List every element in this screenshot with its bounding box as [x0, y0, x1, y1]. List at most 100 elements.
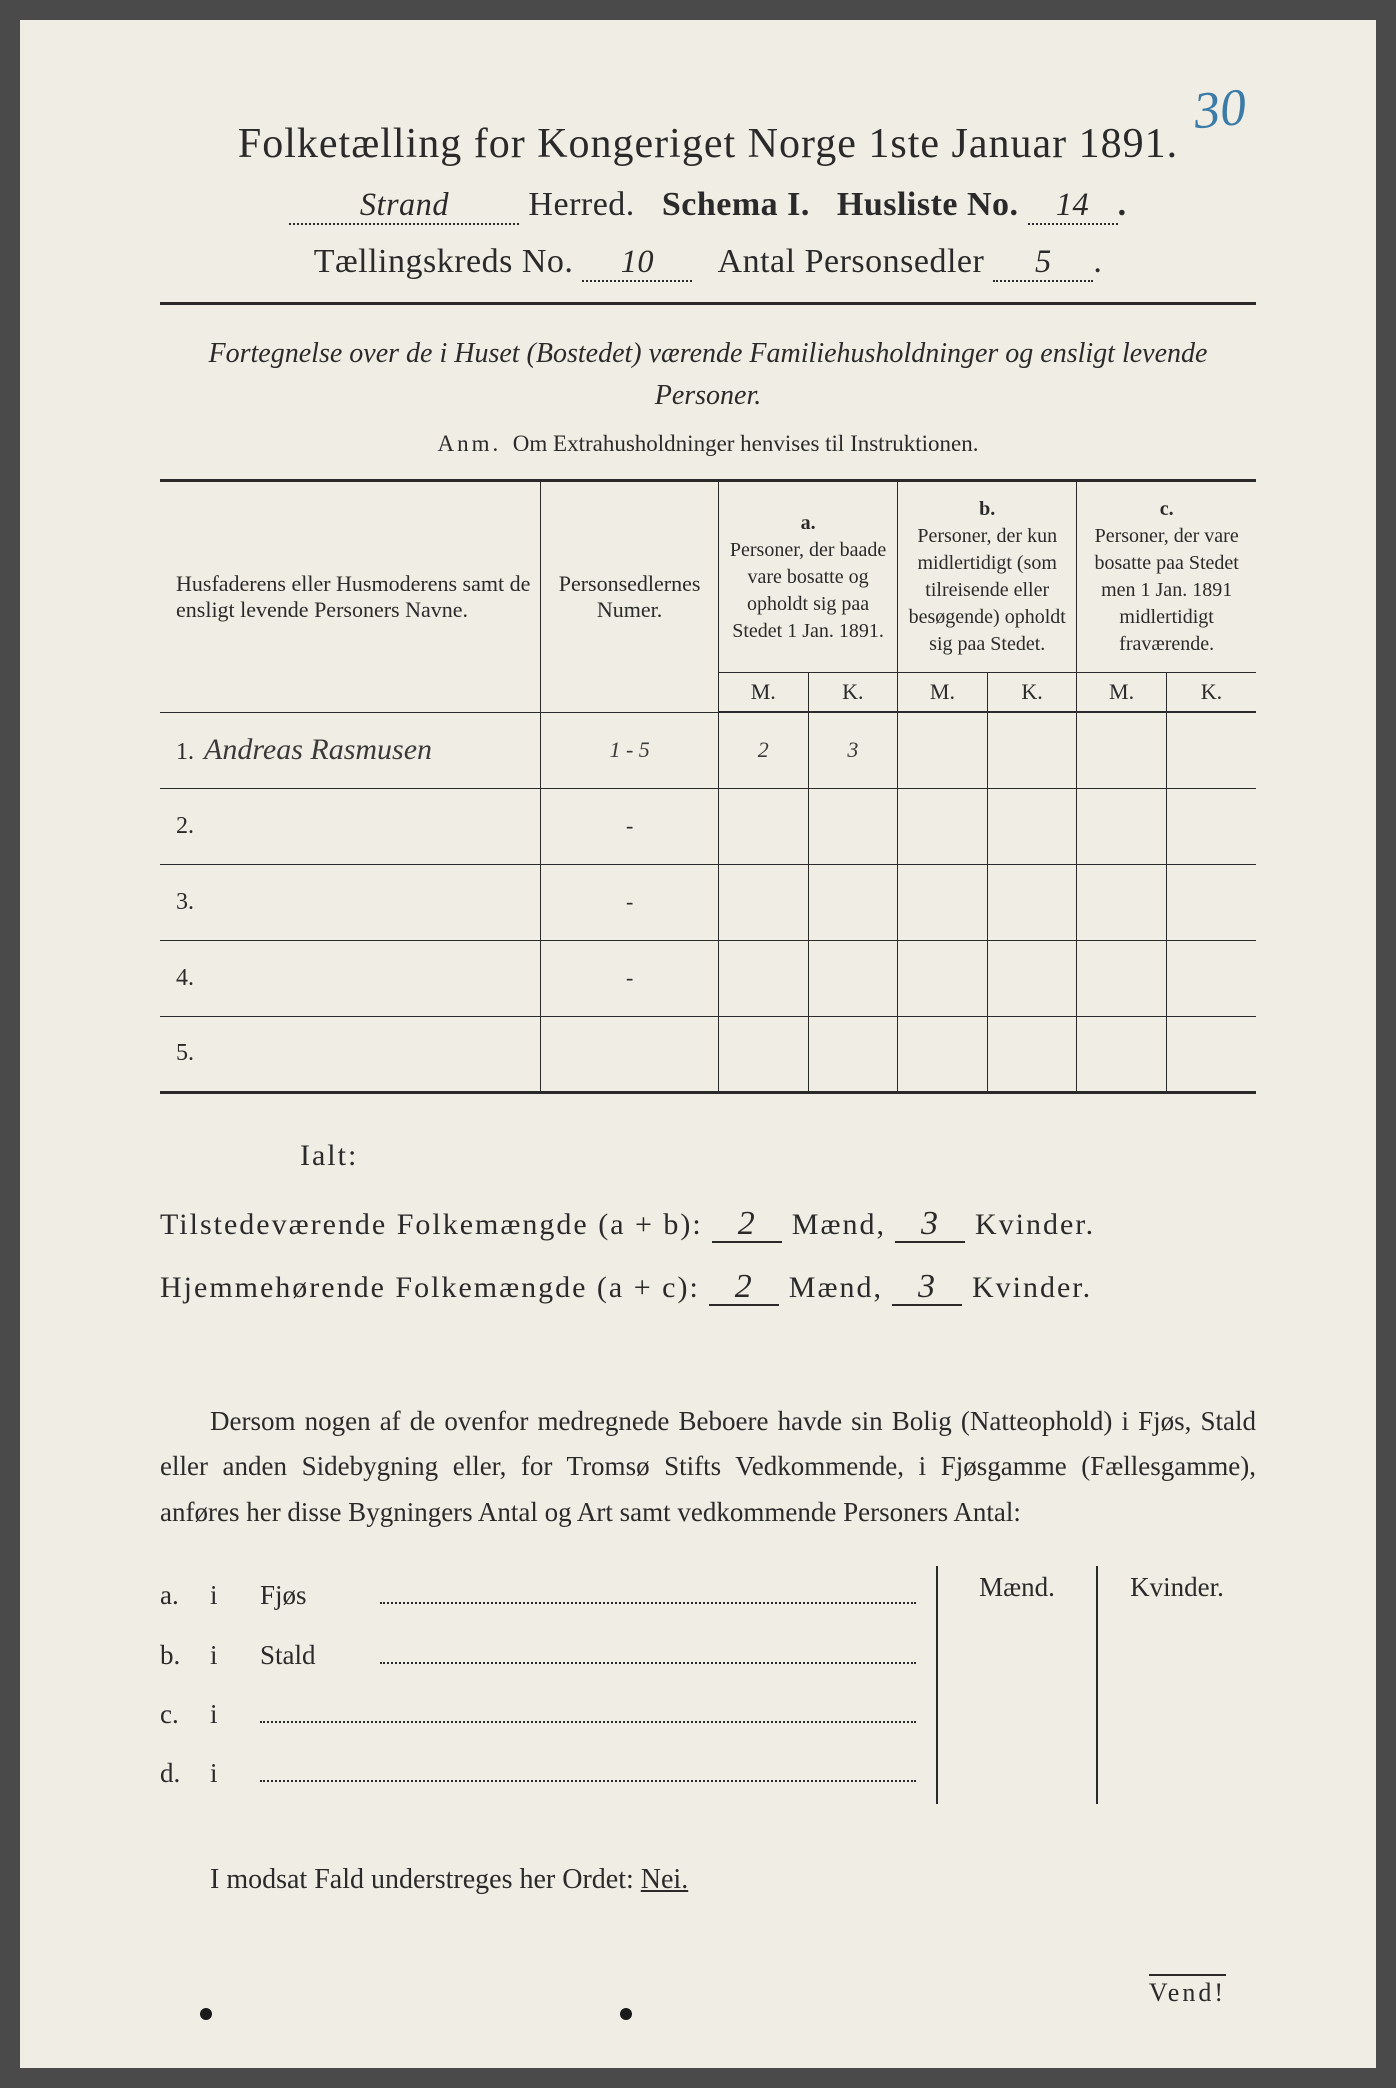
punch-mark-icon [200, 2008, 212, 2020]
building-row: d. i [160, 1744, 916, 1803]
row-letter: a. [160, 1566, 210, 1625]
kreds-line: Tællingskreds No. 10 Antal Personsedler … [160, 243, 1256, 282]
cell-c-m [1077, 864, 1167, 940]
row-personsedler: - [541, 788, 719, 864]
row-personsedler: 1 - 5 [541, 712, 719, 788]
row-num: 2. [176, 813, 204, 839]
building-row: a. i Fjøs [160, 1566, 916, 1625]
maend-label: Mænd, [792, 1208, 886, 1241]
table-body: 1.Andreas Rasmusen 1 - 5 2 3 2. - 3. - [160, 712, 1256, 1092]
cell-a-m [718, 788, 808, 864]
kreds-value: 10 [582, 243, 692, 282]
cell-c-m [1077, 940, 1167, 1016]
cell-b-m [898, 712, 988, 788]
punch-mark-icon [620, 2008, 632, 2020]
cell-c-k [1166, 788, 1256, 864]
census-form-page: 30 Folketælling for Kongeriget Norge 1st… [20, 20, 1376, 2068]
husliste-label: Husliste No. [837, 186, 1019, 223]
kvinder-col-label: Kvinder. [1098, 1566, 1256, 1804]
row-num: 1. [176, 739, 204, 765]
cell-b-k [987, 864, 1077, 940]
divider [160, 302, 1256, 305]
cell-b-k [987, 788, 1077, 864]
cell-a-k [808, 788, 898, 864]
tilstede-k: 3 [895, 1207, 965, 1243]
col-c-k: K. [1166, 673, 1256, 713]
ialt-label: Ialt: [300, 1124, 358, 1187]
cell-c-m [1077, 1016, 1167, 1092]
husliste-value: 14 [1028, 186, 1118, 225]
col-a-m: M. [718, 673, 808, 713]
dotted-line [380, 1602, 916, 1604]
page-number-handwritten: 30 [1192, 78, 1249, 141]
cell-a-m [718, 1016, 808, 1092]
row-i: i [210, 1744, 260, 1803]
row-letter: b. [160, 1626, 210, 1685]
subtitle: Fortegnelse over de i Huset (Bostedet) v… [160, 333, 1256, 417]
cell-b-m [898, 940, 988, 1016]
row-num: 5. [176, 1040, 204, 1066]
row-i: i [210, 1566, 260, 1625]
hjemme-k: 3 [892, 1270, 962, 1306]
herred-label: Herred. [528, 186, 634, 223]
main-title: Folketælling for Kongeriget Norge 1ste J… [160, 120, 1256, 168]
row-name: Andreas Rasmusen [204, 733, 432, 766]
vend-label: Vend! [1149, 1974, 1226, 2008]
nei-word: Nei. [641, 1864, 688, 1895]
kvinder-label: Kvinder. [972, 1271, 1092, 1304]
mk-columns: Mænd. Kvinder. [936, 1566, 1256, 1804]
cell-a-k: 3 [808, 712, 898, 788]
maend-col-label: Mænd. [938, 1566, 1098, 1804]
dotted-line [260, 1780, 916, 1782]
table-row: 1.Andreas Rasmusen 1 - 5 2 3 [160, 712, 1256, 788]
row-num: 4. [176, 965, 204, 991]
nei-line: I modsat Fald understreges her Ordet: Ne… [160, 1864, 1256, 1896]
cell-c-k [1166, 940, 1256, 1016]
cell-a-m: 2 [718, 712, 808, 788]
building-paragraph: Dersom nogen af de ovenfor medregnede Be… [160, 1399, 1256, 1537]
maend-label: Mænd, [789, 1271, 883, 1304]
row-personsedler: - [541, 864, 719, 940]
col-a-k: K. [808, 673, 898, 713]
row-what: Fjøs [260, 1566, 380, 1625]
antal-value: 5 [993, 243, 1093, 282]
building-row: b. i Stald [160, 1626, 916, 1685]
cell-b-m [898, 788, 988, 864]
dotted-line [260, 1721, 916, 1723]
cell-b-k [987, 940, 1077, 1016]
herred-value: Strand [289, 186, 519, 225]
dotted-line [380, 1662, 916, 1664]
row-num: 3. [176, 889, 204, 915]
cell-c-m [1077, 788, 1167, 864]
row-letter: d. [160, 1744, 210, 1803]
col-b-header: b.Personer, der kun midlertidigt (som ti… [898, 481, 1077, 673]
kreds-label: Tællingskreds No. [314, 243, 574, 280]
household-table: Husfaderens eller Husmoderens samt de en… [160, 479, 1256, 1094]
table-row: 3. - [160, 864, 1256, 940]
anm-lead: Anm. [438, 431, 502, 456]
col-a-header: a.Personer, der baade vare bosatte og op… [718, 481, 897, 673]
table-row: 5. [160, 1016, 1256, 1092]
row-personsedler: - [541, 940, 719, 1016]
cell-c-k [1166, 864, 1256, 940]
cell-c-k [1166, 712, 1256, 788]
cell-a-m [718, 940, 808, 1016]
anm-text: Om Extrahusholdninger henvises til Instr… [513, 431, 979, 456]
cell-b-k [987, 1016, 1077, 1092]
anm-line: Anm. Om Extrahusholdninger henvises til … [160, 431, 1256, 457]
row-i: i [210, 1685, 260, 1744]
antal-label: Antal Personsedler [718, 243, 985, 280]
totals-block: Ialt: Tilstedeværende Folkemængde (a + b… [160, 1124, 1256, 1319]
table-row: 2. - [160, 788, 1256, 864]
col-b-m: M. [898, 673, 988, 713]
row-personsedler [541, 1016, 719, 1092]
building-list: a. i Fjøs b. i Stald c. i d. i [160, 1566, 936, 1804]
table-row: 4. - [160, 940, 1256, 1016]
col-c-header: c.Personer, der vare bosatte paa Stedet … [1077, 481, 1256, 673]
herred-line: Strand Herred. Schema I. Husliste No. 14… [160, 186, 1256, 225]
col-c-m: M. [1077, 673, 1167, 713]
cell-b-k [987, 712, 1077, 788]
hjemme-m: 2 [709, 1270, 779, 1306]
cell-b-m [898, 864, 988, 940]
tilstede-label: Tilstedeværende Folkemængde (a + b): [160, 1208, 703, 1241]
